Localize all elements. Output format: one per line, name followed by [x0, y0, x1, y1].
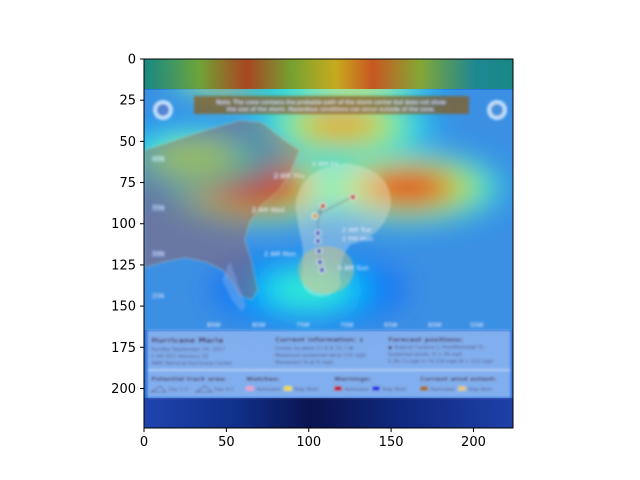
lat-label: 30N	[152, 251, 164, 258]
watch-hurricane: Hurricane	[256, 387, 280, 393]
position-marker	[316, 248, 322, 254]
storm-advisory: 5 AM EDT Advisory 33	[151, 354, 208, 360]
forecast-label: 2 AM Fri	[312, 160, 338, 168]
current-center: Center location 27.8 N 72.7 W	[275, 346, 353, 352]
x-tick-label: 100	[296, 435, 321, 450]
forecast-label: 2 AM Thu	[274, 172, 305, 180]
x-tick-label: 50	[218, 435, 235, 450]
watch-trop-swatch	[284, 386, 292, 391]
note-line-2: the size of the storm. Hazardous conditi…	[227, 107, 435, 113]
current-info-title: Current information: x	[275, 336, 364, 344]
current-movement: Movement N at 9 mph	[275, 360, 333, 366]
position-marker	[350, 194, 356, 200]
forecast-label: 2 AM Mon	[264, 250, 296, 258]
lon-label: 70W	[340, 322, 354, 329]
watches-title: Watches:	[246, 375, 280, 383]
wind-hurricane-swatch	[420, 386, 428, 391]
y-tick-label: 150	[111, 300, 136, 315]
position-marker	[320, 203, 326, 209]
y-tick-label: 200	[111, 382, 136, 397]
forecast-wind-2: S 39-73 mph H 74-110 mph M > 110 mph	[388, 359, 493, 365]
top-band	[144, 59, 513, 89]
wind-extent-title: Current wind extent:	[420, 375, 496, 383]
lon-label: 60W	[428, 322, 442, 329]
position-marker	[315, 238, 321, 244]
track-day1: Day 1-3	[168, 387, 188, 393]
x-tick-label: 200	[461, 435, 486, 450]
track-day4: Day 4-5	[214, 387, 234, 393]
track-area-title: Potential track area:	[151, 375, 227, 383]
lon-label: 65W	[384, 322, 398, 329]
position-marker	[317, 259, 323, 265]
y-tick-label: 125	[111, 258, 136, 273]
forecast-title: Forecast positions:	[388, 336, 463, 344]
warn-trop-swatch	[372, 386, 380, 391]
note-line-1: Note: The cone contains the probable pat…	[216, 100, 446, 106]
position-marker	[315, 230, 321, 236]
watch-hurricane-swatch	[246, 386, 254, 391]
y-tick-label: 50	[119, 135, 136, 150]
y-tick-label: 75	[119, 176, 136, 191]
storm-date: Sunday September 24, 2017	[151, 347, 225, 353]
forecast-wind: Sustained winds: D < 39 mph	[388, 352, 462, 358]
lon-label: 80W	[252, 322, 266, 329]
lon-label: 75W	[296, 322, 310, 329]
y-tick-label: 175	[111, 341, 136, 356]
warn-trop: Trop Strm	[381, 387, 406, 393]
bottom-band	[144, 398, 513, 428]
watch-trop: Trop Strm	[293, 387, 318, 393]
x-tick-label: 0	[140, 435, 148, 450]
warn-hurricane-swatch	[334, 386, 342, 391]
forecast-label: 5 AM Sun	[338, 264, 369, 272]
position-marker	[312, 213, 318, 219]
x-axis: 0 50 100 150 200	[140, 428, 486, 450]
warn-hurricane: Hurricane	[344, 387, 368, 393]
forecast-label: 2 AM Wed	[252, 206, 285, 214]
lat-label: 35N	[152, 205, 164, 212]
warnings-title: Warnings:	[334, 375, 371, 383]
position-marker	[319, 267, 325, 273]
forecast-label: 2 AM Tue	[342, 226, 371, 234]
y-tick-label: 0	[128, 53, 136, 68]
x-tick-label: 150	[379, 435, 404, 450]
lon-label: 80W	[207, 322, 221, 329]
lat-label: 40N	[152, 156, 164, 163]
wind-trop: Trop Strm	[467, 387, 492, 393]
y-tick-label: 100	[111, 217, 136, 232]
y-tick-label: 25	[119, 94, 136, 109]
y-axis: 0 25 50 75 100 125 150 175 200	[111, 53, 144, 397]
storm-center: NWS National Hurricane Center	[151, 361, 234, 367]
storm-name: Hurricane Maria	[151, 336, 224, 345]
wind-hurricane: Hurricane	[430, 387, 454, 393]
forecast-label: 2 PM Mon	[342, 235, 374, 243]
lat-label: 25N	[152, 293, 164, 300]
plot-area: Note: The cone contains the probable pat…	[96, 31, 513, 428]
wind-trop-swatch	[458, 386, 466, 391]
lon-label: 55W	[470, 322, 484, 329]
current-wind: Maximum sustained wind 110 mph	[275, 353, 366, 359]
forecast-legend: ● Tropical Cyclone ○ Post/Potential TC	[388, 345, 484, 351]
